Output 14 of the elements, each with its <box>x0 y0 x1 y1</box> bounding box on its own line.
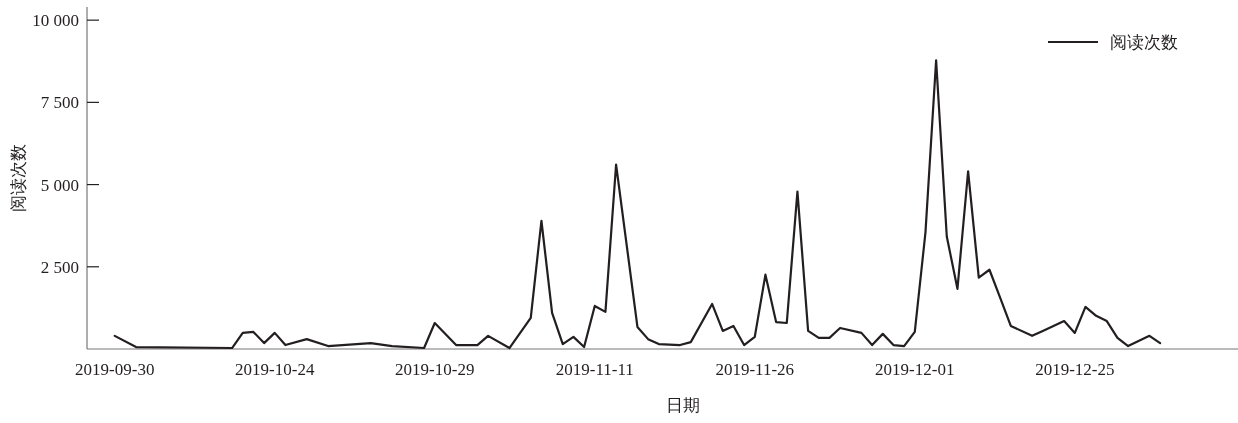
y-tick-label: 7 500 <box>40 93 79 113</box>
y-axis-title: 阅读次数 <box>9 144 28 212</box>
x-tick-label: 2019-12-25 <box>1035 360 1115 379</box>
y-tick-label: 10 000 <box>32 11 79 31</box>
x-tick-label: 2019-12-01 <box>875 360 955 379</box>
x-tick-label: 2019-11-11 <box>555 360 634 379</box>
x-tick-label: 2019-11-26 <box>715 360 795 379</box>
x-tick-label: 2019-10-29 <box>395 360 475 379</box>
y-tick-label: 5 000 <box>40 175 79 195</box>
y-tick-label: 2 500 <box>40 257 79 277</box>
x-tick-label: 2019-10-24 <box>235 360 315 379</box>
legend-label: 阅读次数 <box>1110 33 1178 52</box>
x-tick-label: 2019-09-30 <box>75 360 155 379</box>
x-axis-title: 日期 <box>665 396 700 415</box>
